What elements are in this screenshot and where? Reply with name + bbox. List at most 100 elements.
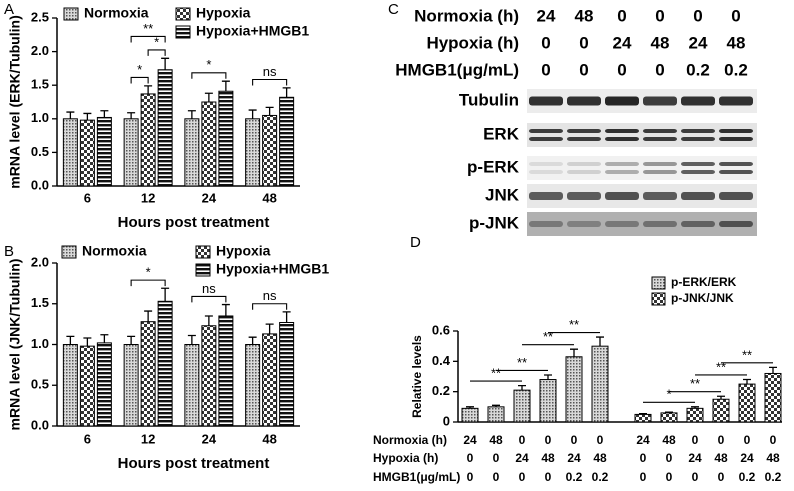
bar: [487, 406, 505, 423]
y-tick-label: 2.5: [31, 9, 49, 24]
legend-label: Hypoxia: [216, 243, 271, 259]
x-tick-label: 24: [202, 431, 217, 446]
condition-value: 48: [714, 451, 728, 465]
bar: [62, 344, 78, 427]
condition-value: 0: [579, 60, 588, 79]
y-tick-label: 0.6: [432, 322, 450, 337]
blot-band: [567, 162, 601, 166]
y-tick-label: 2.0: [31, 43, 49, 58]
y-axis-label: Relative levels: [410, 335, 424, 418]
significance-label: **: [143, 21, 153, 36]
legend-swatch: [63, 7, 79, 21]
bar: [565, 356, 583, 423]
condition-value: 24: [613, 33, 632, 52]
condition-value: 24: [537, 6, 556, 25]
blot-band: [567, 137, 601, 141]
error-bar: [187, 110, 196, 119]
panel-letter: A: [4, 1, 14, 18]
blot-band: [567, 96, 601, 106]
x-tick-label: 12: [141, 190, 155, 205]
significance-label: *: [154, 34, 159, 49]
condition-value: 0: [519, 470, 526, 484]
condition-value: 0: [493, 470, 500, 484]
error-bar: [221, 303, 230, 316]
blot-band: [529, 129, 563, 133]
blot-band: [719, 162, 753, 166]
condition-value: 48: [766, 451, 780, 465]
blot-band: [719, 129, 753, 133]
error-bar: [639, 413, 647, 415]
significance-bracket: [252, 303, 288, 310]
error-bar: [144, 310, 153, 322]
blot-band: [681, 137, 715, 141]
panel-letter: B: [4, 243, 14, 260]
blot-band: [605, 129, 639, 133]
condition-value: 24: [515, 451, 529, 465]
bar: [79, 119, 95, 187]
bar: [123, 344, 139, 427]
condition-value: 0: [718, 470, 725, 484]
condition-value: 0: [692, 433, 699, 447]
significance-bracket: [191, 72, 227, 79]
error-bar: [127, 112, 136, 119]
significance-bracket: [130, 35, 166, 43]
error-bar: [717, 395, 725, 400]
blot-band: [681, 192, 715, 200]
condition-value: 24: [688, 451, 702, 465]
error-bar: [221, 80, 230, 92]
error-bar: [204, 92, 213, 102]
condition-value: 0: [597, 433, 604, 447]
condition-value: 48: [489, 433, 503, 447]
error-bar: [83, 337, 92, 347]
bar: [184, 344, 200, 427]
blot-strip: [527, 212, 757, 236]
significance-label: **: [517, 355, 527, 370]
error-bar: [248, 109, 257, 119]
condition-value: 0.2: [765, 470, 782, 484]
blot-band: [681, 170, 715, 174]
error-bar: [144, 85, 153, 94]
condition-value: 0: [545, 470, 552, 484]
bar: [140, 93, 156, 187]
bar: [79, 345, 95, 427]
legend-swatch: [651, 292, 666, 306]
error-bar: [282, 87, 291, 98]
error-bar: [518, 384, 526, 391]
error-bar: [127, 335, 136, 345]
significance-label: *: [146, 265, 151, 280]
significance-label: *: [666, 387, 671, 402]
legend-label: p-JNK/JNK: [671, 291, 734, 305]
bar: [634, 413, 652, 423]
condition-value: 0: [744, 433, 751, 447]
bar: [62, 118, 78, 187]
condition-label: Normoxia (h): [414, 6, 519, 25]
condition-value: 0: [655, 6, 664, 25]
significance-label: **: [716, 359, 726, 374]
condition-value: 0: [541, 60, 550, 79]
blot-band: [643, 221, 677, 227]
blot-band: [605, 137, 639, 141]
panel-letter: D: [410, 234, 421, 251]
condition-value: 0.2: [686, 60, 710, 79]
error-bar: [544, 374, 552, 380]
blot-band: [529, 221, 563, 227]
blot-band: [605, 96, 639, 106]
error-bar: [100, 334, 109, 343]
condition-value: 24: [567, 451, 581, 465]
legend-swatch: [195, 245, 211, 259]
condition-value: 48: [575, 6, 594, 25]
blot-band: [567, 221, 601, 227]
blot-band: [605, 162, 639, 166]
blot-band: [529, 96, 563, 106]
blot-band: [719, 96, 753, 106]
legend-label: Hypoxia+HMGB1: [216, 261, 329, 277]
bar: [513, 389, 531, 423]
y-axis-label: mRNA level (ERK/Tubulin): [7, 15, 23, 188]
blot-band: [643, 192, 677, 200]
significance-label: **: [742, 347, 752, 362]
significance-label: **: [543, 329, 553, 344]
blot-band: [643, 170, 677, 174]
legend-swatch: [61, 245, 77, 259]
blot-band: [643, 137, 677, 141]
blot-strip: [527, 156, 757, 180]
